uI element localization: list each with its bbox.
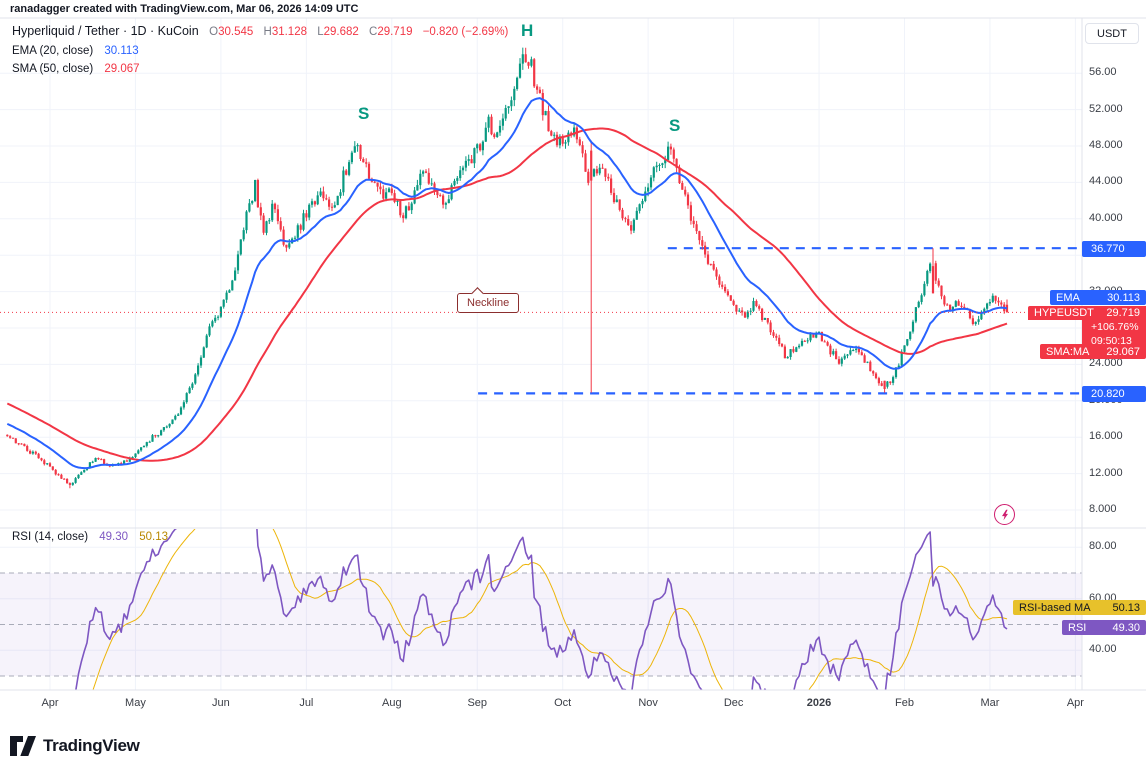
price-badge-symbol: HYPEUSDT	[1034, 307, 1094, 319]
tradingview-logo-icon[interactable]	[10, 736, 36, 756]
low-label: L	[317, 26, 324, 38]
up-candle-bodies	[31, 54, 994, 485]
time-label: Oct	[554, 697, 572, 709]
rsi-ma-badge-value: 50.13	[1112, 601, 1140, 614]
attribution-bar: ranadagger created with TradingView.com,…	[10, 3, 359, 15]
rsi-badge: RSI 49.30	[1062, 620, 1146, 635]
time-label: Jul	[299, 697, 314, 709]
symbol-title: Hyperliquid / Tether · 1D · KuCoin	[12, 24, 199, 38]
open-label: O	[209, 26, 219, 38]
sma-label: SMA (50, close)	[12, 63, 94, 75]
rsi-pane-layer	[75, 529, 1008, 690]
head-label: H	[521, 21, 534, 40]
sma-badge-label: SMA:MA	[1046, 345, 1090, 358]
price-tick-label: 52.000	[1089, 102, 1123, 115]
time-label: Mar	[980, 697, 1000, 709]
right-shoulder-label: S	[669, 116, 681, 135]
price-tick-label: 44.000	[1089, 175, 1123, 188]
ema-label: EMA (20, close)	[12, 45, 94, 57]
rsi-ma-value: 50.13	[139, 531, 169, 543]
time-label: 2026	[806, 697, 832, 709]
ema-badge-value: 30.113	[1107, 291, 1140, 304]
neckline-annotation[interactable]: Neckline	[457, 286, 520, 313]
chart-legend: Hyperliquid / Tether · 1D · KuCoin O30.5…	[12, 23, 508, 77]
time-label: May	[125, 697, 146, 709]
time-axis[interactable]: Apr May Jun Jul Aug Sep Oct Nov Dec 2026 Feb Mar Apr	[0, 697, 1146, 715]
price-tick-label: 40.000	[1089, 211, 1123, 224]
high-label: H	[263, 26, 272, 38]
price-tick-label: 56.00	[1089, 66, 1117, 79]
rsi-ma-badge: RSI-based MA 50.13	[1013, 600, 1146, 615]
close-value: 29.719	[377, 26, 413, 38]
rsi-ma-badge-label: RSI-based MA	[1019, 601, 1091, 614]
time-label: Jun	[212, 697, 230, 709]
price-badge-value: 29.719	[1106, 307, 1140, 319]
close-label: C	[369, 26, 378, 38]
time-label: Aug	[382, 697, 402, 709]
time-label: Feb	[895, 697, 914, 709]
price-tick-label: 48.000	[1089, 139, 1123, 151]
rsi-ma-line	[92, 529, 1008, 690]
symbol-header[interactable]: Hyperliquid / Tether · 1D · KuCoin O30.5…	[12, 23, 508, 40]
sma-legend-row[interactable]: SMA (50, close) 29.067	[12, 61, 508, 77]
price-tick-label: 12.000	[1089, 466, 1123, 479]
ema-price-badge: EMA 30.113	[1050, 290, 1146, 305]
neckline-label: Neckline	[467, 297, 510, 309]
price-pane-layer	[0, 47, 1082, 489]
rsi-tick-label: 40.00	[1089, 643, 1117, 656]
flash-lightning-icon[interactable]	[994, 504, 1015, 525]
sma-price-badge: SMA:MA 29.067	[1040, 344, 1146, 359]
rsi-label: RSI (14, close)	[12, 531, 89, 543]
time-label: Apr	[41, 697, 59, 709]
ema-20-line	[6, 97, 1008, 470]
time-label: Nov	[638, 697, 658, 709]
rsi-value: 49.30	[99, 531, 129, 543]
price-tick-label: 24.000	[1089, 357, 1123, 370]
price-badge-change: +106.76%	[1082, 320, 1146, 334]
time-label: Apr	[1066, 697, 1084, 709]
price-tick-label: 16.000	[1089, 430, 1123, 443]
change-value: −0.820 (−2.69%)	[422, 26, 509, 38]
down-candle-bodies	[6, 54, 1009, 485]
up-candle-wicks	[32, 47, 994, 486]
left-shoulder-label: S	[358, 104, 370, 123]
low-value: 29.682	[323, 26, 359, 38]
rsi-tick-label: 80.00	[1089, 540, 1117, 553]
high-value: 31.128	[271, 26, 307, 38]
ema-legend-row[interactable]: EMA (20, close) 30.113	[12, 43, 508, 59]
rsi-line	[75, 529, 1008, 690]
sma-badge-value: 29.067	[1106, 345, 1140, 358]
open-value: 30.545	[218, 26, 254, 38]
lower-level-price-badge: 20.820	[1082, 386, 1146, 402]
footer: TradingView	[10, 736, 140, 756]
tradingview-brand[interactable]: TradingView	[43, 736, 140, 755]
ema-value: 30.113	[104, 45, 139, 57]
rsi-badge-value: 49.30	[1112, 621, 1140, 634]
ema-badge-label: EMA	[1056, 291, 1080, 304]
time-label: Dec	[723, 697, 744, 709]
time-label: Sep	[467, 697, 488, 709]
upper-level-price-badge: 36.770	[1082, 241, 1146, 257]
rsi-badge-label: RSI	[1068, 621, 1087, 634]
down-candle-wicks	[6, 47, 1008, 489]
last-price-badge: HYPEUSDT 29.719 +106.76% 09:50:13	[1028, 306, 1146, 348]
ohlc-values: O30.545 H31.128 L29.682 C29.719 −0.820 (…	[202, 26, 508, 38]
currency-unit-button[interactable]: USDT	[1085, 23, 1139, 44]
rsi-legend-row[interactable]: RSI (14, close) 49.30 50.13	[12, 531, 176, 543]
sma-value: 29.067	[104, 63, 140, 75]
sma-50-line	[6, 127, 1008, 462]
price-tick-label: 8.000	[1089, 503, 1117, 515]
lightning-bolt-glyph	[1001, 509, 1008, 520]
